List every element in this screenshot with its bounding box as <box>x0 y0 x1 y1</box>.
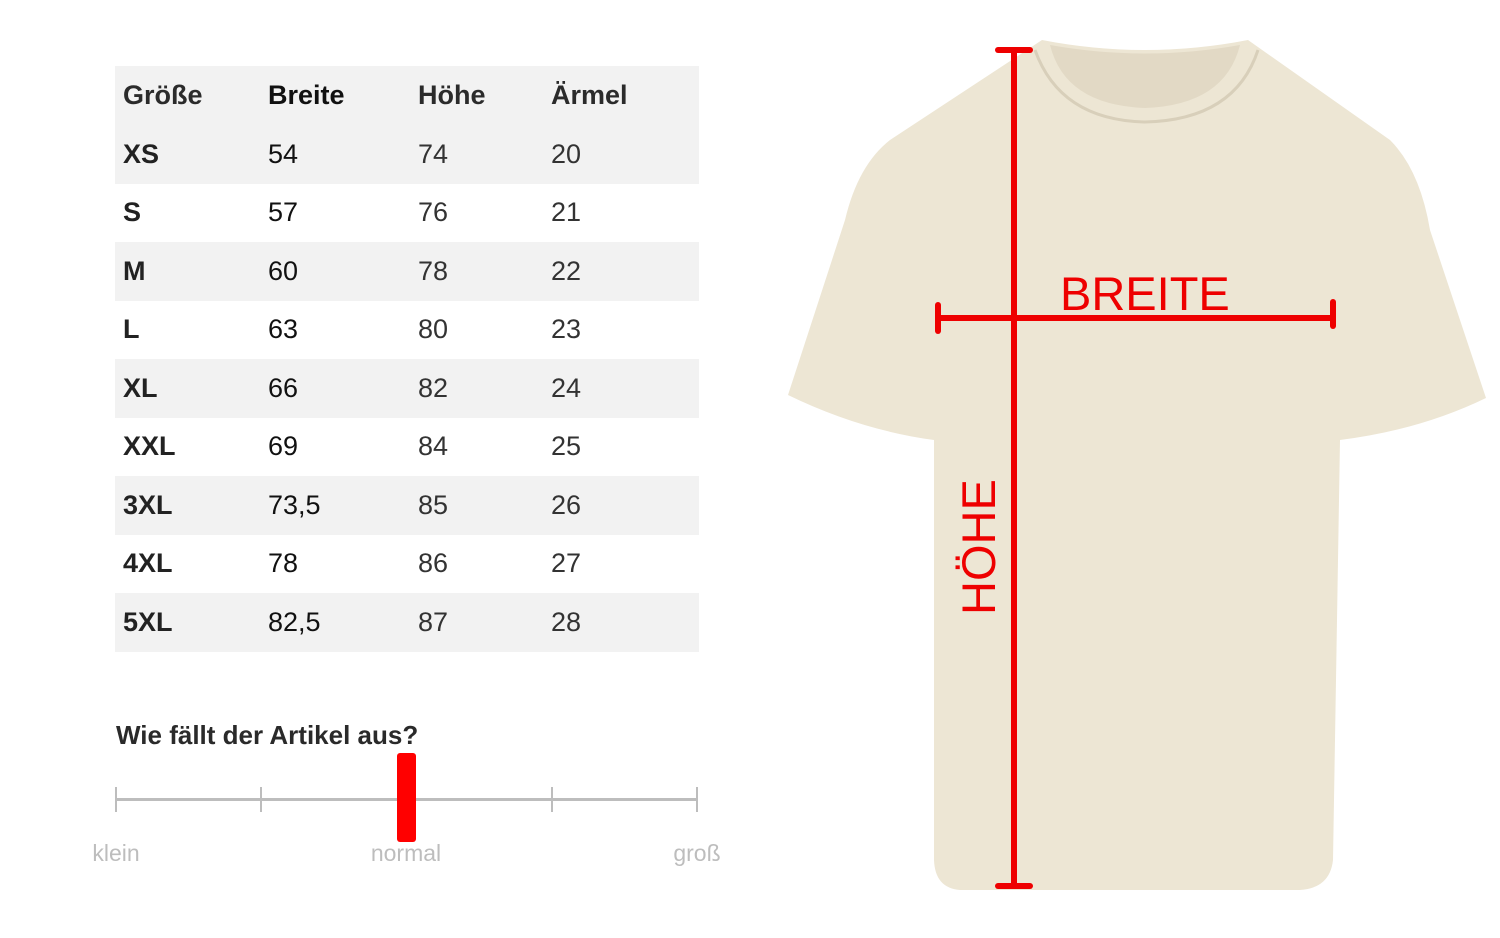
table-row: 4XL 78 86 27 <box>115 535 699 594</box>
measure-cell: 82 <box>418 372 449 403</box>
measure-cell: 80 <box>418 314 449 345</box>
table-row: XL 66 82 24 <box>115 359 699 418</box>
table-row: XS 54 74 20 <box>115 125 699 184</box>
size-cell: 5XL <box>123 606 173 637</box>
measure-cell: 60 <box>268 255 299 286</box>
fit-scale-tick <box>115 787 117 812</box>
measure-cell: 20 <box>551 138 582 169</box>
size-cell: 3XL <box>123 489 173 520</box>
fit-scale-tick <box>550 787 553 812</box>
measure-cell: 87 <box>418 606 449 637</box>
measure-cell: 74 <box>418 138 449 169</box>
table-header-row: Größe Breite Höhe Ärmel <box>115 66 699 125</box>
size-cell: XL <box>123 372 158 403</box>
size-cell: XXL <box>123 431 176 462</box>
measure-cell: 21 <box>551 197 582 228</box>
measure-cell: 25 <box>551 431 582 462</box>
measure-cell: 27 <box>551 548 582 579</box>
tshirt-shape <box>788 40 1486 890</box>
fit-label-normal: normal <box>370 840 442 866</box>
table-row: XXL 69 84 25 <box>115 418 699 477</box>
measure-cell: 63 <box>268 314 299 345</box>
fit-scale-tick <box>260 787 263 812</box>
measure-cell: 73,5 <box>268 489 321 520</box>
measure-cell: 84 <box>418 431 449 462</box>
measure-cell: 78 <box>418 255 449 286</box>
table-row: 5XL 82,5 87 28 <box>115 593 699 652</box>
fit-label-large: groß <box>673 840 721 866</box>
measure-cell: 57 <box>268 197 299 228</box>
column-header: Höhe <box>418 80 486 110</box>
measure-cell: 66 <box>268 372 299 403</box>
column-header: Breite <box>268 80 345 110</box>
measure-cell: 82,5 <box>268 606 321 637</box>
measure-cell: 85 <box>418 489 449 520</box>
measure-cell: 22 <box>551 255 582 286</box>
measure-cell: 78 <box>268 548 299 579</box>
tshirt-collar <box>1033 49 1260 124</box>
fit-label-small: klein <box>92 840 140 866</box>
measure-cell: 69 <box>268 431 299 462</box>
height-label: HÖHE <box>952 479 1005 615</box>
measure-cell: 54 <box>268 138 299 169</box>
column-header: Ärmel <box>551 80 628 110</box>
measure-cell: 23 <box>551 314 582 345</box>
size-cell: L <box>123 314 140 345</box>
measure-cell: 28 <box>551 606 582 637</box>
measure-cell: 86 <box>418 548 449 579</box>
size-table: Größe Breite Höhe Ärmel XS 54 74 20 S 57 76 21 M 60 7… <box>115 66 699 652</box>
measure-cell: 24 <box>551 372 582 403</box>
measure-cell: 26 <box>551 489 582 520</box>
fit-title: Wie fällt der Artikel aus? <box>116 720 419 750</box>
fit-scale-tick <box>696 787 698 812</box>
size-cell: XS <box>123 138 160 169</box>
tshirt-collar-inner <box>1050 45 1240 108</box>
table-row: 3XL 73,5 85 26 <box>115 476 699 535</box>
table-row: S 57 76 21 <box>115 184 699 243</box>
size-cell: S <box>123 197 142 228</box>
table-row: L 63 80 23 <box>115 301 699 360</box>
measure-cell: 76 <box>418 197 449 228</box>
size-cell: M <box>123 255 146 286</box>
table-row: M 60 78 22 <box>115 242 699 301</box>
size-cell: 4XL <box>123 548 173 579</box>
width-label: BREITE <box>1060 267 1230 320</box>
fit-scale-marker <box>396 753 416 842</box>
column-header: Größe <box>123 80 203 110</box>
